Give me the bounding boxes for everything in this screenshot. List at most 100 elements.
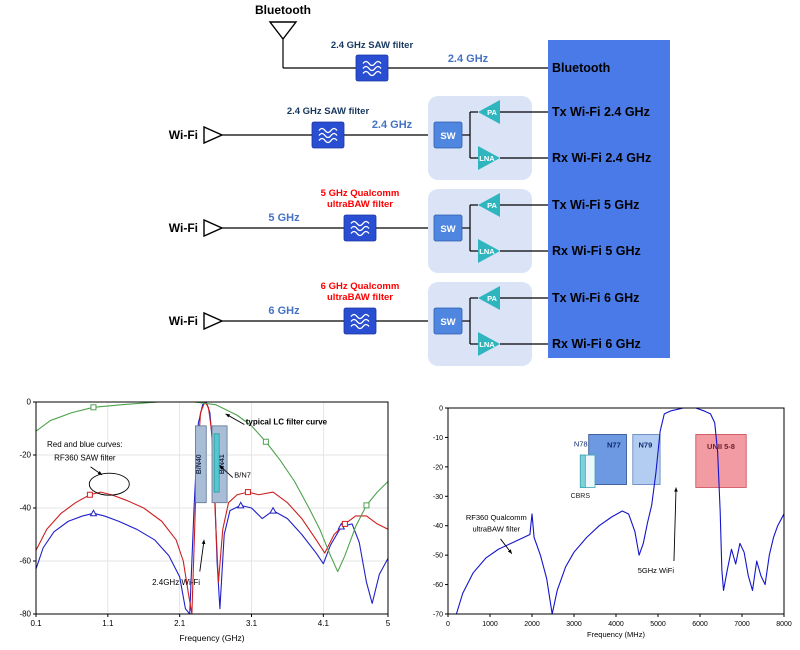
filter-label: 2.4 GHz SAW filter [287,106,370,117]
arrowhead [225,413,231,418]
y-tick-label: -40 [19,504,31,513]
series-marker [86,491,93,498]
x-tick-label: 3000 [566,621,582,628]
band-box [195,425,207,504]
switch-box [433,307,463,335]
x-axis-label: Frequency (GHz) [179,633,244,643]
wifi-antenna-label: Wi-Fi [169,221,198,235]
x-tick-label: 4000 [608,621,624,628]
annotation-text: RF360 Qualcomm [466,513,527,522]
wifi-6ghz-chain: Wi-Fi 6 GHz Qualcomm ultraBAW filter 6 G… [169,281,548,366]
lna-amplifier-icon [478,146,500,170]
wifi-antenna-label: Wi-Fi [169,128,198,142]
arrowhead [201,539,206,545]
x-tick-label: 2000 [524,621,540,628]
annotation-ellipse [88,472,130,496]
y-tick-label: -80 [19,610,31,619]
arrowhead [674,487,678,492]
wifi-antenna-label: Wi-Fi [169,314,198,328]
annotation-arrow [199,539,205,572]
series-marker [363,502,370,509]
x-tick-label: 7000 [734,621,750,628]
bluetooth-chain: Bluetooth 2.4 GHz SAW filter 2.4 GHz [255,3,548,82]
pa-label: PA [487,108,497,117]
switch-label: SW [440,131,455,142]
fem-module [428,282,532,366]
annotation-text: CBRS [571,493,591,500]
wifi-24ghz-chain: Wi-Fi 2.4 GHz SAW filter 2.4 GHz SW PA L… [169,96,548,180]
annotation-text: 5GHz WiFi [638,566,675,575]
antenna-icon [203,218,224,238]
x-tick-label: 5 [386,619,391,628]
baw-filter-box [343,214,377,242]
lna-label: LNA [479,340,495,349]
wifi-5ghz-chain: Wi-Fi 5 GHz Qualcomm ultraBAW filter 5 G… [169,188,548,273]
y-tick-label: -40 [433,523,443,530]
filter-label-line1: 5 GHz Qualcomm [321,188,400,199]
frequency-label: 5 GHz [268,212,300,224]
y-tick-label: -50 [433,553,443,560]
frequency-label: 2.4 GHz [372,119,413,131]
annotation-text: N78 [574,439,588,448]
chip-port-label: Rx Wi-Fi 2.4 GHz [552,151,651,165]
pa-amplifier-icon [478,193,500,217]
antenna-icon [268,21,298,41]
pa-label: PA [487,294,497,303]
annotation-text: RF360 SAW filter [54,453,116,462]
series-marker [90,404,97,411]
series-line [35,401,389,573]
chip-port-labels: Bluetooth Tx Wi-Fi 2.4 GHz Rx Wi-Fi 2.4 … [552,61,651,351]
chip-port-label: Tx Wi-Fi 5 GHz [552,198,639,212]
y-tick-label: -70 [433,612,443,619]
annotation-text: typical LC filter curve [246,418,328,427]
transceiver-chip [548,40,670,358]
pa-amplifier-icon [478,286,500,310]
band-box [579,454,586,488]
band-box [695,434,747,488]
x-tick-label: 6000 [692,621,708,628]
x-tick-label: 8000 [776,621,792,628]
arrowhead [507,549,512,554]
x-tick-label: 1.1 [102,619,114,628]
fem-module [428,189,532,273]
x-tick-label: 0.1 [30,619,42,628]
lna-amplifier-icon [478,332,500,356]
y-tick-label: -20 [433,464,443,471]
y-tick-label: -10 [433,435,443,442]
chip-port-label: Rx Wi-Fi 5 GHz [552,244,641,258]
frequency-label: 6 GHz [268,305,300,317]
lna-label: LNA [479,154,495,163]
band-label: N77 [607,441,621,450]
x-axis-label: Frequency (MHz) [587,630,645,639]
chip-port-label: Tx Wi-Fi 2.4 GHz [552,105,650,119]
x-tick-label: 4.1 [318,619,330,628]
pa-label: PA [487,201,497,210]
y-tick-label: 0 [439,406,443,413]
saw-filter-box [355,54,389,82]
chip-port-label: Tx Wi-Fi 6 GHz [552,291,639,305]
band-label: B/N40 [196,454,203,474]
frequency-label: 2.4 GHz [448,53,489,65]
x-tick-label: 5000 [650,621,666,628]
y-tick-label: -30 [433,494,443,501]
filter-label-line2: ultraBAW filter [327,292,393,303]
band-label: B/N41 [219,454,226,474]
arrowhead [219,465,224,470]
x-tick-label: 1000 [482,621,498,628]
x-tick-label: 2.1 [174,619,186,628]
lna-amplifier-icon [478,239,500,263]
lna-label: LNA [479,247,495,256]
band-label: UNII 5-8 [707,442,735,451]
y-tick-label: -60 [19,557,31,566]
band-box [213,433,220,493]
switch-label: SW [440,317,455,328]
x-tick-label: 0 [446,621,450,628]
annotation-text: 2.4GHz Wi-Fi [152,578,200,587]
series-marker [244,489,251,496]
bluetooth-antenna-label: Bluetooth [255,3,311,17]
y-tick-label: -20 [19,451,31,460]
annotation-text: B/N7 [234,471,251,480]
pa-amplifier-icon [478,100,500,124]
filter-label-line1: 6 GHz Qualcomm [321,281,400,292]
